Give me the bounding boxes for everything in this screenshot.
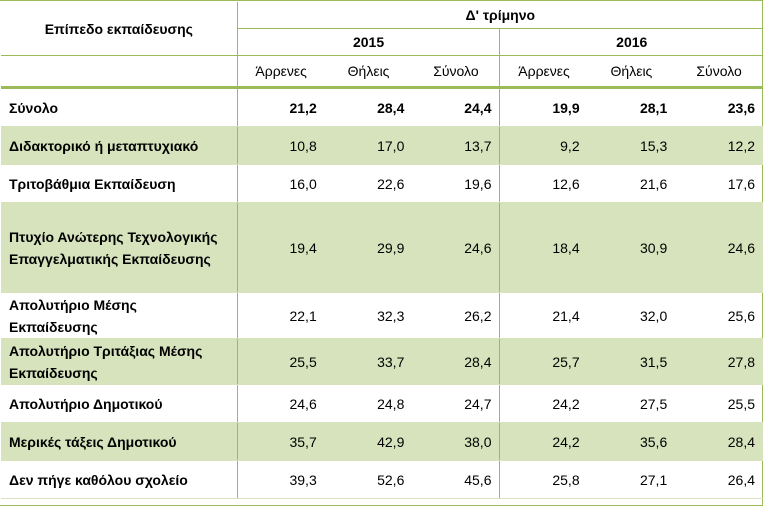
cell-male-2015: 10,8 <box>236 126 325 165</box>
row-label: Απολυτήριο Δημοτικού <box>1 384 238 423</box>
cell-total-2015: 24,7 <box>412 384 500 423</box>
header-row-period: Επίπεδο εκπαίδευσης Δ' τρίμηνο <box>1 2 763 56</box>
cell-male-2015: 22,1 <box>236 292 325 339</box>
cell-male-2016: 24,2 <box>499 422 588 461</box>
period-header: Δ' τρίμηνο <box>236 2 763 29</box>
cell-male-2016: 9,2 <box>499 126 588 165</box>
cell-female-2016: 15,3 <box>587 126 676 165</box>
row-label: Πτυχίο Ανώτερης Τεχνολογικής Επαγγελματι… <box>1 202 238 293</box>
cell-female-2016: 31,5 <box>587 338 676 385</box>
cell-female-2016: 30,9 <box>587 202 676 293</box>
cell-female-2016: 21,6 <box>587 164 676 203</box>
row-label: Τριτοβάθμια Εκπαίδευση <box>1 164 238 203</box>
year-header-2015: 2015 <box>236 28 500 56</box>
cell-total-2016: 17,6 <box>675 164 763 203</box>
header-row-years: 2015 2016 <box>1 28 763 56</box>
year-header-2016: 2016 <box>499 28 763 56</box>
subheader-female-2016: Θήλεις <box>587 55 676 89</box>
cell-male-2015: 16,0 <box>236 164 325 203</box>
cell-total-2016: 23,6 <box>675 87 763 127</box>
table-row: Σύνολο 21,2 28,4 24,4 19,9 28,1 23,6 <box>1 87 763 127</box>
subheader-female-2015: Θήλεις <box>324 55 413 89</box>
cell-female-2015: 28,4 <box>324 87 413 127</box>
cell-female-2015: 32,3 <box>324 292 413 339</box>
category-header: Επίπεδο εκπαίδευσης <box>1 2 238 56</box>
cell-total-2016: 25,5 <box>675 384 763 423</box>
table-row: Μερικές τάξεις Δημοτικού 35,7 42,9 38,0 24,2… <box>1 422 763 461</box>
cell-total-2016: 25,6 <box>675 292 763 339</box>
row-label: Απολυτήριο Μέσης Εκπαίδευσης <box>1 292 238 339</box>
category-header-spacer <box>1 55 238 89</box>
cell-male-2015: 19,4 <box>236 202 325 293</box>
cell-female-2016: 35,6 <box>587 422 676 461</box>
cell-female-2015: 17,0 <box>324 126 413 165</box>
cell-female-2015: 42,9 <box>324 422 413 461</box>
cell-female-2015: 22,6 <box>324 164 413 203</box>
row-label: Μερικές τάξεις Δημοτικού <box>1 422 238 461</box>
cell-total-2015: 45,6 <box>412 460 500 499</box>
row-label: Σύνολο <box>1 87 238 127</box>
table-row: Δεν πήγε καθόλου σχολείο 39,3 52,6 45,6 25,8… <box>1 460 763 499</box>
cell-female-2015: 33,7 <box>324 338 413 385</box>
cell-male-2015: 35,7 <box>236 422 325 461</box>
cell-male-2015: 24,6 <box>236 384 325 423</box>
cell-male-2016: 25,8 <box>499 460 588 499</box>
cell-total-2015: 26,2 <box>412 292 500 339</box>
cell-total-2015: 24,6 <box>412 202 500 293</box>
cell-total-2016: 28,4 <box>675 422 763 461</box>
cell-female-2015: 29,9 <box>324 202 413 293</box>
table-body: Σύνολο 21,2 28,4 24,4 19,9 28,1 23,6 Διδακτορικ… <box>1 87 763 499</box>
cell-total-2015: 28,4 <box>412 338 500 385</box>
cell-male-2016: 12,6 <box>499 164 588 203</box>
cell-male-2016: 21,4 <box>499 292 588 339</box>
table-row: Απολυτήριο Δημοτικού 24,6 24,8 24,7 24,2 27,5… <box>1 384 763 423</box>
table-row: Τριτοβάθμια Εκπαίδευση 16,0 22,6 19,6 12,6 21… <box>1 164 763 203</box>
cell-female-2016: 27,5 <box>587 384 676 423</box>
subheader-male-2015: Άρρενες <box>236 55 325 89</box>
cell-female-2015: 24,8 <box>324 384 413 423</box>
cell-female-2015: 52,6 <box>324 460 413 499</box>
cell-female-2016: 32,0 <box>587 292 676 339</box>
cell-total-2016: 24,6 <box>675 202 763 293</box>
cell-male-2016: 19,9 <box>499 87 588 127</box>
table-row: Απολυτήριο Τριτάξιας Μέσης Εκπαίδευσης 25… <box>1 338 763 385</box>
row-label: Δεν πήγε καθόλου σχολείο <box>1 460 238 499</box>
cell-total-2016: 12,2 <box>675 126 763 165</box>
subheader-total-2015: Σύνολο <box>412 55 500 89</box>
cell-male-2016: 24,2 <box>499 384 588 423</box>
cell-total-2015: 19,6 <box>412 164 500 203</box>
cell-female-2016: 27,1 <box>587 460 676 499</box>
cell-total-2015: 24,4 <box>412 87 500 127</box>
header-row-sex: Άρρενες Θήλεις Σύνολο Άρρενες Θήλεις Σύν… <box>1 55 763 89</box>
cell-female-2016: 28,1 <box>587 87 676 127</box>
cell-male-2015: 39,3 <box>236 460 325 499</box>
cell-total-2016: 27,8 <box>675 338 763 385</box>
table-row: Διδακτορικό ή μεταπτυχιακό 10,8 17,0 13,7 9,… <box>1 126 763 165</box>
subheader-total-2016: Σύνολο <box>675 55 763 89</box>
cell-male-2015: 21,2 <box>236 87 325 127</box>
cell-male-2016: 25,7 <box>499 338 588 385</box>
cell-total-2015: 13,7 <box>412 126 500 165</box>
cell-male-2015: 25,5 <box>236 338 325 385</box>
row-label: Απολυτήριο Τριτάξιας Μέσης Εκπαίδευσης <box>1 338 238 385</box>
subheader-male-2016: Άρρενες <box>499 55 588 89</box>
cell-total-2015: 38,0 <box>412 422 500 461</box>
cell-total-2016: 26,4 <box>675 460 763 499</box>
cell-male-2016: 18,4 <box>499 202 588 293</box>
education-unemployment-table: Επίπεδο εκπαίδευσης Δ' τρίμηνο 2015 2016… <box>1 2 763 499</box>
table-row: Απολυτήριο Μέσης Εκπαίδευσης 22,1 32,3 26,2… <box>1 292 763 339</box>
table-row: Πτυχίο Ανώτερης Τεχνολογικής Επαγγελματι… <box>1 202 763 293</box>
row-label: Διδακτορικό ή μεταπτυχιακό <box>1 126 238 165</box>
